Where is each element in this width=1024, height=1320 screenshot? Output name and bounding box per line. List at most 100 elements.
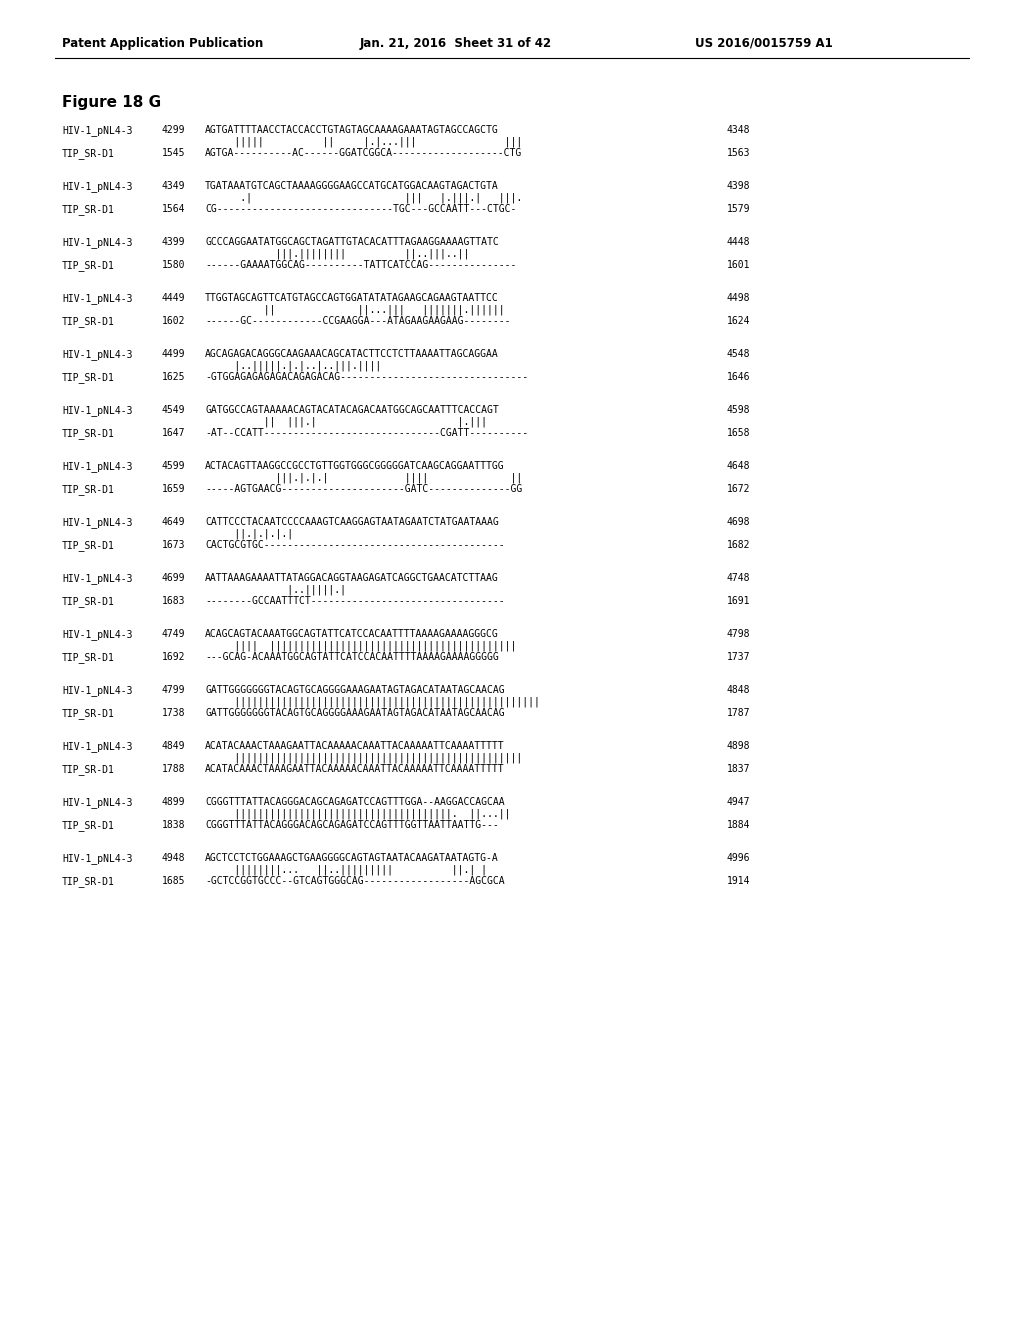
Text: CATTCCCTACAATCCCCAAAGTCAAGGAGTAATAGAATCTATGAATAAAG: CATTCCCTACAATCCCCAAAGTCAAGGAGTAATAGAATCT…	[205, 517, 499, 527]
Text: TTGGTAGCAGTTCATGTAGCCAGTGGATATATAGAAGCAGAAGTAATTCC: TTGGTAGCAGTTCATGTAGCCAGTGGATATATAGAAGCAG…	[205, 293, 499, 304]
Text: 4448: 4448	[726, 238, 750, 247]
Text: 4599: 4599	[162, 461, 185, 471]
Text: 4899: 4899	[162, 797, 185, 807]
Text: 1659: 1659	[162, 484, 185, 494]
Text: AATTAAAGAAAATTATAGGACAGGTAAGAGATCAGGCTGAACATCTTAAG: AATTAAAGAAAATTATAGGACAGGTAAGAGATCAGGCTGA…	[205, 573, 499, 583]
Text: --------GCCAATTTCT---------------------------------: --------GCCAATTTCT----------------------…	[205, 597, 505, 606]
Text: TIP_SR-D1: TIP_SR-D1	[62, 315, 115, 327]
Text: TIP_SR-D1: TIP_SR-D1	[62, 205, 115, 215]
Text: ---GCAG-ACAAATGGCAGTATTCATCCACAATTTTAAAAGAAAAGGGGG: ---GCAG-ACAAATGGCAGTATTCATCCACAATTTTAAAA…	[205, 652, 499, 663]
Text: HIV-1_pNL4-3: HIV-1_pNL4-3	[62, 238, 132, 248]
Text: HIV-1_pNL4-3: HIV-1_pNL4-3	[62, 181, 132, 191]
Text: |..|||||.|.|..|..|||.||||: |..|||||.|.|..|..|||.||||	[205, 360, 381, 371]
Text: TIP_SR-D1: TIP_SR-D1	[62, 428, 115, 440]
Text: 1564: 1564	[162, 205, 185, 214]
Text: TIP_SR-D1: TIP_SR-D1	[62, 597, 115, 607]
Text: 1624: 1624	[726, 315, 750, 326]
Text: HIV-1_pNL4-3: HIV-1_pNL4-3	[62, 630, 132, 640]
Text: |||||          ||     |.|...|||               |||: ||||| || |.|...||| |||	[205, 136, 522, 147]
Text: 4598: 4598	[726, 405, 750, 414]
Text: -----AGTGAACG---------------------GATC--------------GG: -----AGTGAACG---------------------GATC--…	[205, 484, 522, 494]
Text: 4649: 4649	[162, 517, 185, 527]
Text: ACATACAAACTAAAGAATTACAAAAACAAATTACAAAAATTCAAAATTTTT: ACATACAAACTAAAGAATTACAAAAACAAATTACAAAAAT…	[205, 764, 505, 774]
Text: 4848: 4848	[726, 685, 750, 696]
Text: 4699: 4699	[162, 573, 185, 583]
Text: 4299: 4299	[162, 125, 185, 135]
Text: 4898: 4898	[726, 741, 750, 751]
Text: HIV-1_pNL4-3: HIV-1_pNL4-3	[62, 685, 132, 696]
Text: HIV-1_pNL4-3: HIV-1_pNL4-3	[62, 348, 132, 360]
Text: HIV-1_pNL4-3: HIV-1_pNL4-3	[62, 797, 132, 808]
Text: 1737: 1737	[726, 652, 750, 663]
Text: 1625: 1625	[162, 372, 185, 381]
Text: 1914: 1914	[726, 876, 750, 886]
Text: 4748: 4748	[726, 573, 750, 583]
Text: Jan. 21, 2016  Sheet 31 of 42: Jan. 21, 2016 Sheet 31 of 42	[360, 37, 552, 50]
Text: 1685: 1685	[162, 876, 185, 886]
Text: ------GAAAATGGCAG----------TATTCATCCAG---------------: ------GAAAATGGCAG----------TATTCATCCAG--…	[205, 260, 516, 271]
Text: -GTGGAGAGAGAGACAGAGACAG--------------------------------: -GTGGAGAGAGAGACAGAGACAG-----------------…	[205, 372, 528, 381]
Text: ||  |||.|                        |.|||: || |||.| |.|||	[205, 417, 487, 426]
Text: 4947: 4947	[726, 797, 750, 807]
Text: |||.||||||||          ||..|||..||: |||.|||||||| ||..|||..||	[205, 248, 469, 259]
Text: GCCCAGGAATATGGCAGCTAGATTGTACACATTTAGAAGGAAAAGTTATC: GCCCAGGAATATGGCAGCTAGATTGTACACATTTAGAAGG…	[205, 238, 499, 247]
Text: CG------------------------------TGC---GCCAATT---CTGC-: CG------------------------------TGC---GC…	[205, 205, 516, 214]
Text: ACATACAAACTAAAGAATTACAAAAACAAATTACAAAAATTCAAAATTTTT: ACATACAAACTAAAGAATTACAAAAACAAATTACAAAAAT…	[205, 741, 505, 751]
Text: HIV-1_pNL4-3: HIV-1_pNL4-3	[62, 461, 132, 473]
Text: GATTGGGGGGGTACAGTGCAGGGGAAAGAATAGTAGACATAATAGCAACAG: GATTGGGGGGGTACAGTGCAGGGGAAAGAATAGTAGACAT…	[205, 708, 505, 718]
Text: 4799: 4799	[162, 685, 185, 696]
Text: 1563: 1563	[726, 148, 750, 158]
Text: ||||  ||||||||||||||||||||||||||||||||||||||||||: |||| |||||||||||||||||||||||||||||||||||…	[205, 640, 516, 651]
Text: 4849: 4849	[162, 741, 185, 751]
Text: CACTGCGTGC-----------------------------------------: CACTGCGTGC------------------------------…	[205, 540, 505, 550]
Text: 4399: 4399	[162, 238, 185, 247]
Text: 4348: 4348	[726, 125, 750, 135]
Text: 1658: 1658	[726, 428, 750, 438]
Text: TIP_SR-D1: TIP_SR-D1	[62, 820, 115, 830]
Text: AGCTCCTCTGGAAAGCTGAAGGGGCAGTAGTAATACAAGATAATAGTG-A: AGCTCCTCTGGAAAGCTGAAGGGGCAGTAGTAATACAAGA…	[205, 853, 499, 863]
Text: US 2016/0015759 A1: US 2016/0015759 A1	[695, 37, 833, 50]
Text: HIV-1_pNL4-3: HIV-1_pNL4-3	[62, 741, 132, 752]
Text: HIV-1_pNL4-3: HIV-1_pNL4-3	[62, 517, 132, 528]
Text: 1580: 1580	[162, 260, 185, 271]
Text: ACAGCAGTACAAATGGCAGTATTCATCCACAATTTTAAAAGAAAAGGGCG: ACAGCAGTACAAATGGCAGTATTCATCCACAATTTTAAAA…	[205, 630, 499, 639]
Text: 1673: 1673	[162, 540, 185, 550]
Text: ||              ||...|||   |||||||.||||||: || ||...||| |||||||.||||||	[205, 305, 505, 315]
Text: 1646: 1646	[726, 372, 750, 381]
Text: TIP_SR-D1: TIP_SR-D1	[62, 148, 115, 158]
Text: TGATAAATGTCAGCTAAAAGGGGAAGCCATGCATGGACAAGTAGACTGTA: TGATAAATGTCAGCTAAAAGGGGAAGCCATGCATGGACAA…	[205, 181, 499, 191]
Text: CGGGTTTATTACAGGGACAGCAGAGATCCAGTTTGGTTAATTAATTG---: CGGGTTTATTACAGGGACAGCAGAGATCCAGTTTGGTTAA…	[205, 820, 499, 830]
Text: 4498: 4498	[726, 293, 750, 304]
Text: 4749: 4749	[162, 630, 185, 639]
Text: 4996: 4996	[726, 853, 750, 863]
Text: -GCTCCGGTGCCC--GTCAGTGGGCAG------------------AGCGCA: -GCTCCGGTGCCC--GTCAGTGGGCAG-------------…	[205, 876, 505, 886]
Text: TIP_SR-D1: TIP_SR-D1	[62, 540, 115, 550]
Text: Patent Application Publication: Patent Application Publication	[62, 37, 263, 50]
Text: TIP_SR-D1: TIP_SR-D1	[62, 652, 115, 663]
Text: TIP_SR-D1: TIP_SR-D1	[62, 260, 115, 271]
Text: 4948: 4948	[162, 853, 185, 863]
Text: |||||||||||||||||||||||||||||||||||||||||||||||||: ||||||||||||||||||||||||||||||||||||||||…	[205, 752, 522, 763]
Text: HIV-1_pNL4-3: HIV-1_pNL4-3	[62, 125, 132, 136]
Text: 4698: 4698	[726, 517, 750, 527]
Text: TIP_SR-D1: TIP_SR-D1	[62, 876, 115, 887]
Text: ||||||||||||||||||||||||||||||||||||||||||||||||||||: ||||||||||||||||||||||||||||||||||||||||…	[205, 697, 540, 708]
Text: ||||||||...   ||..|||||||||          ||.| |: ||||||||... ||..||||||||| ||.| |	[205, 865, 487, 875]
Text: -AT--CCATT------------------------------CGATT----------: -AT--CCATT------------------------------…	[205, 428, 528, 438]
Text: 1672: 1672	[726, 484, 750, 494]
Text: AGTGATTTTAACCTACCACCTGTAGTAGCAAAAGAAATAGTAGCCAGCTG: AGTGATTTTAACCTACCACCTGTAGTAGCAAAAGAAATAG…	[205, 125, 499, 135]
Text: ACTACAGTTAAGGCCGCCTGTTGGTGGGCGGGGGATCAAGCAGGAATTTGG: ACTACAGTTAAGGCCGCCTGTTGGTGGGCGGGGGATCAAG…	[205, 461, 505, 471]
Text: 4648: 4648	[726, 461, 750, 471]
Text: GATGGCCAGTAAAAACAGTACATACAGACAATGGCAGCAATTTCACCAGT: GATGGCCAGTAAAAACAGTACATACAGACAATGGCAGCAA…	[205, 405, 499, 414]
Text: TIP_SR-D1: TIP_SR-D1	[62, 372, 115, 383]
Text: 4548: 4548	[726, 348, 750, 359]
Text: ||.|.|.|.|: ||.|.|.|.|	[205, 528, 293, 539]
Text: .|                          |||   |.|||.|   |||.: .| ||| |.|||.| |||.	[205, 193, 522, 203]
Text: 4798: 4798	[726, 630, 750, 639]
Text: 1683: 1683	[162, 597, 185, 606]
Text: 1579: 1579	[726, 205, 750, 214]
Text: HIV-1_pNL4-3: HIV-1_pNL4-3	[62, 853, 132, 863]
Text: 1884: 1884	[726, 820, 750, 830]
Text: 1602: 1602	[162, 315, 185, 326]
Text: 1601: 1601	[726, 260, 750, 271]
